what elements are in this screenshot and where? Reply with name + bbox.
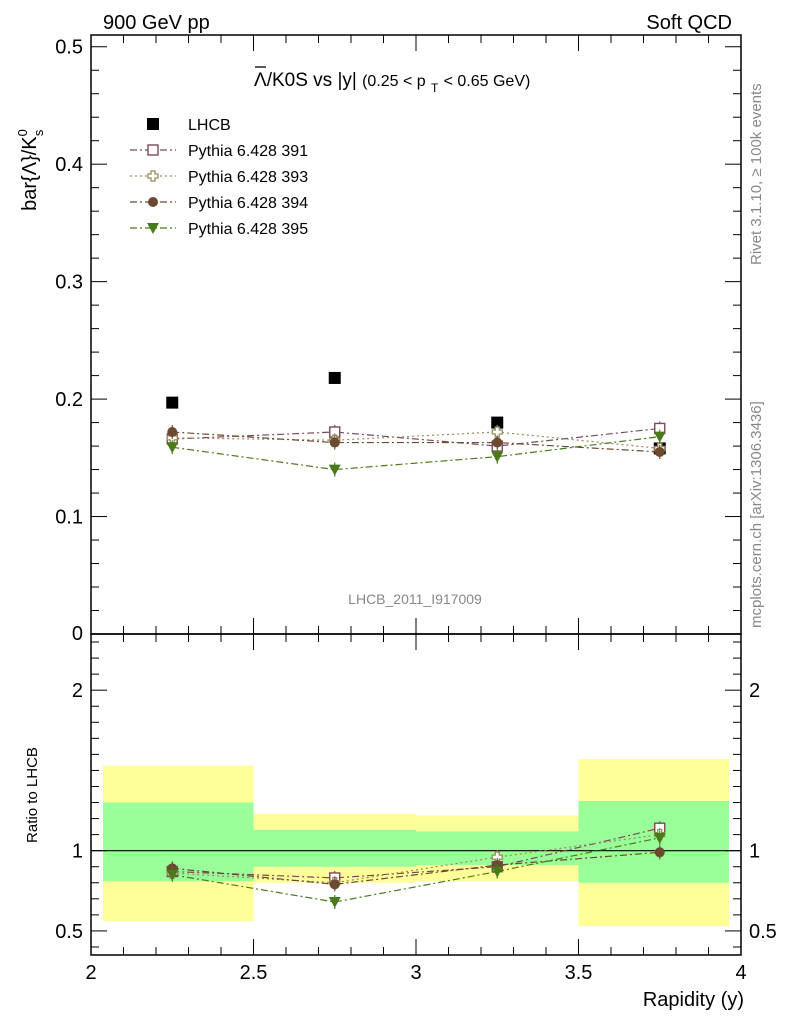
data-point-p395	[491, 451, 504, 463]
analysis-id: LHCB_2011_I917009	[348, 591, 482, 607]
data-point-lhcb	[491, 416, 504, 429]
series-line-p393	[172, 431, 660, 450]
legend-marker-lhcb	[147, 118, 159, 130]
ratio-y-tick-label-right: 2	[749, 680, 760, 702]
ylabel-superscript: 0	[15, 129, 30, 136]
series-line-p394	[172, 431, 660, 453]
x-axis-label: Rapidity (y)	[643, 989, 744, 1011]
legend-marker-p395	[147, 223, 159, 234]
rivet-label: Rivet 3.1.10, ≥ 100k events	[748, 83, 765, 265]
ratio-y-tick-label-right: 0.5	[749, 921, 777, 943]
main-y-tick-label: 0.5	[55, 37, 83, 59]
main-ylabel: bar{Λ}/K0s	[15, 129, 46, 211]
x-tick-label: 3.5	[565, 962, 593, 984]
ratio-ylabel: Ratio to LHCB	[24, 747, 41, 843]
legend-marker-p391	[147, 144, 159, 156]
ratio-y-tick-label-right: 1	[749, 841, 760, 863]
data-point-p394	[167, 426, 178, 437]
uncertainty-band-inner	[103, 802, 254, 882]
series-p395	[166, 429, 666, 477]
main-panel: 0.1 0.2 0.3 0.4 0.5 0 Λ/K0S vs |y| (0.25 < p …	[15, 34, 742, 645]
data-point-p393	[491, 426, 503, 438]
ratio-y-tick-label: 1	[72, 841, 83, 863]
series-line-p395	[172, 436, 660, 471]
main-y-tick-label: 0	[72, 623, 83, 645]
data-point-p394	[654, 446, 665, 457]
ratio-point-p395	[491, 866, 504, 878]
uncertainty-band-inner	[253, 829, 416, 867]
ratio-point-p394	[654, 847, 665, 858]
ratio-panel: 0.5 0.5 1 1 2 2 2 2.5 3 3.5 4 Ratio to LHCB Rapidi…	[24, 633, 777, 1011]
ratio-point-p395	[328, 897, 341, 909]
ratio-point-p394	[329, 879, 340, 890]
ratio-y-tick-label: 2	[72, 680, 83, 702]
main-y-tick-label: 0.3	[55, 272, 83, 294]
main-y-tick-label: 0.4	[55, 154, 83, 176]
main-y-tick-label: 0.2	[55, 389, 83, 411]
legend-marker-p394	[148, 197, 158, 207]
x-tick-label: 2	[85, 962, 96, 984]
mcplots-label: mcplots.cern.ch [arXiv:1306.3436]	[748, 401, 765, 628]
data-point-p395	[166, 442, 179, 454]
title-cuts: (0.25 < p	[362, 73, 426, 90]
data-point-p394	[329, 437, 340, 448]
data-point-lhcb	[328, 371, 341, 384]
series-line-p391	[172, 427, 660, 447]
main-y-tick-label: 0.1	[55, 507, 83, 529]
data-point-p395	[653, 431, 666, 443]
data-point-p395	[328, 464, 341, 476]
ylabel-subscript: s	[31, 129, 46, 136]
header-right: Soft QCD	[646, 12, 732, 34]
legend-label: Pythia 6.428 395	[188, 221, 308, 238]
lambda-overline: Λ/K0S vs |y|	[254, 70, 357, 91]
legend-label: Pythia 6.428 391	[188, 143, 308, 160]
header-left: 900 GeV pp	[103, 12, 210, 34]
ratio-point-p395	[653, 832, 666, 844]
ylabel-text: bar{Λ}/K	[19, 136, 41, 211]
uncertainty-band-inner	[578, 800, 729, 883]
ratio-line-p391	[172, 827, 660, 879]
main-title: Λ/K0S vs |y| (0.25 < p T < 0.65 GeV)	[254, 70, 530, 97]
title-cuts-end: < 0.65 GeV)	[444, 73, 531, 90]
ratio-line-p393	[172, 834, 660, 884]
ratio-point-p395	[166, 869, 179, 881]
title-cuts-subscript: T	[431, 81, 439, 95]
legend-label: LHCB	[188, 117, 231, 134]
x-tick-label: 3	[410, 962, 421, 984]
x-tick-label: 4	[735, 962, 746, 984]
series-p391	[166, 421, 666, 454]
series-p394	[167, 424, 665, 459]
legend-label: Pythia 6.428 394	[188, 195, 308, 212]
legend-label: Pythia 6.428 393	[188, 169, 308, 186]
data-point-p394	[492, 437, 503, 448]
x-tick-label: 2.5	[240, 962, 268, 984]
ratio-series-p395	[166, 830, 666, 910]
ratio-line-p394	[172, 851, 660, 885]
ratio-y-tick-label: 0.5	[55, 921, 83, 943]
data-point-lhcb	[166, 396, 179, 409]
series-p393	[166, 424, 666, 456]
legend: LHCB Pythia 6.428 391 Pythia 6.428 393 Pyth…	[130, 117, 308, 238]
legend-marker-p393	[147, 170, 159, 182]
